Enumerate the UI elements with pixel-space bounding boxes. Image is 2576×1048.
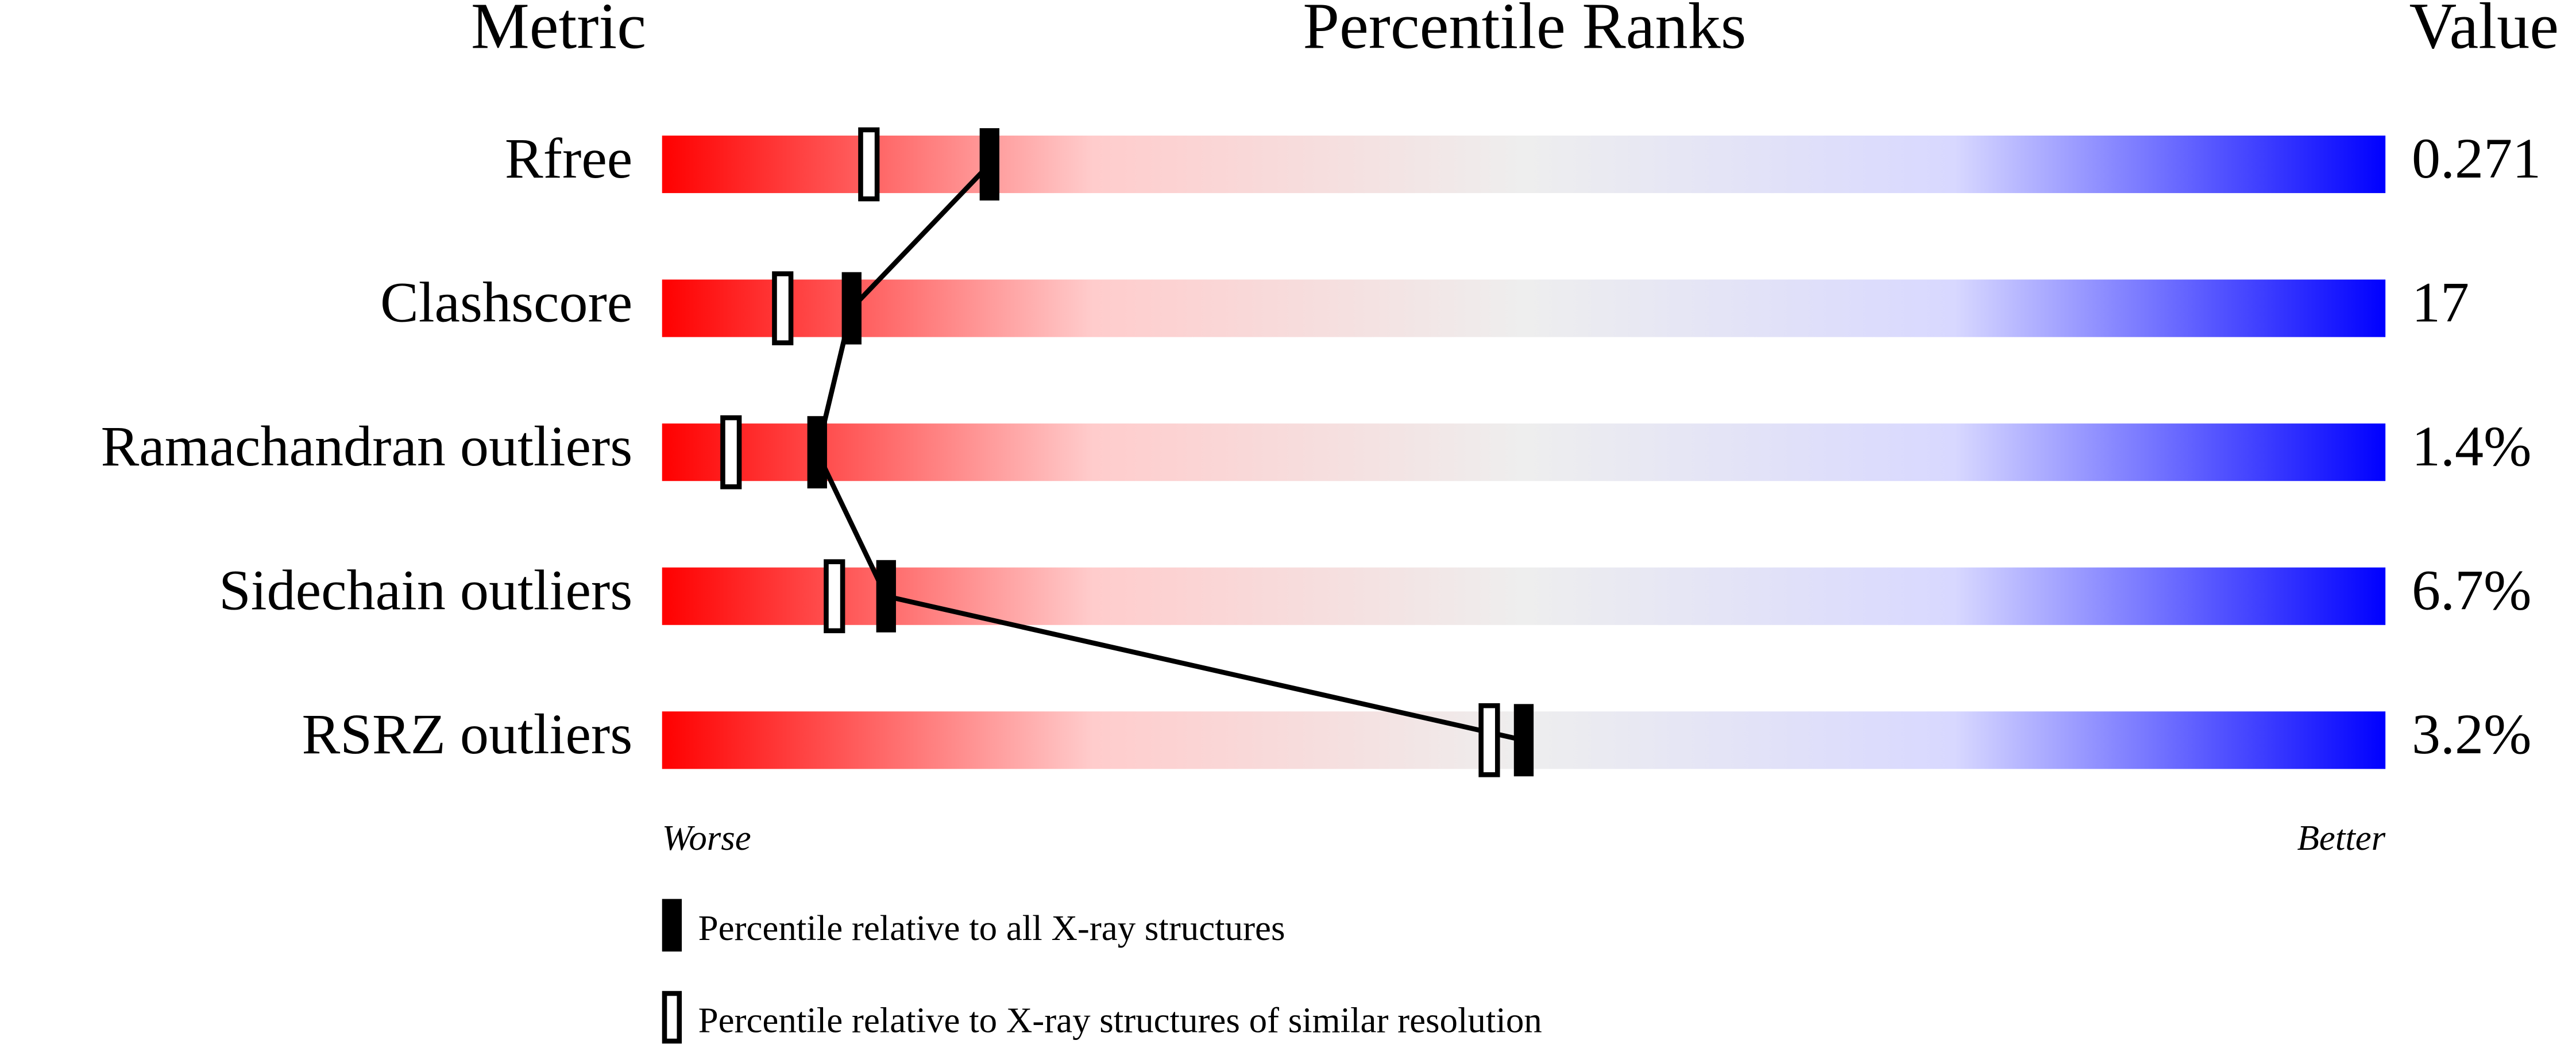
percentile-marker [807, 416, 827, 489]
metric-value: 1.4% [2412, 414, 2532, 478]
gradient-bar [662, 423, 2386, 481]
percentile-marker-open [824, 559, 845, 634]
metric-value: 0.271 [2412, 126, 2541, 190]
legend-label: Percentile relative to all X-ray structu… [698, 908, 1285, 948]
percentile-marker-open [858, 127, 880, 202]
metric-header: Metric [471, 0, 646, 62]
metric-label: Rfree [505, 126, 632, 190]
worse-label: Worse [662, 818, 751, 858]
gradient-bar [662, 135, 2386, 194]
metric-label: Clashscore [380, 271, 632, 334]
metric-value: 17 [2412, 271, 2469, 334]
legend-swatch [662, 991, 682, 1044]
metric-value: 6.7% [2412, 558, 2532, 622]
percentile-marker [1513, 704, 1534, 777]
percentile-marker [876, 560, 896, 633]
value-header: Value [2409, 0, 2559, 62]
legend-swatch [662, 899, 682, 952]
metric-value: 3.2% [2412, 702, 2532, 766]
better-label: Better [2297, 818, 2385, 858]
gradient-bar [662, 279, 2386, 337]
percentile-marker [841, 272, 862, 345]
gradient-bar [662, 567, 2386, 625]
percentile-marker-open [772, 271, 794, 345]
percentile-marker [979, 128, 999, 201]
ranks-header: Percentile Ranks [1303, 0, 1746, 62]
metric-label: Ramachandran outliers [101, 414, 633, 478]
metric-label: Sidechain outliers [219, 558, 632, 622]
percentile-marker-open [1478, 703, 1500, 777]
legend-label: Percentile relative to X-ray structures … [698, 1000, 1542, 1040]
metric-label: RSRZ outliers [302, 702, 633, 766]
percentile-marker-open [720, 415, 742, 490]
